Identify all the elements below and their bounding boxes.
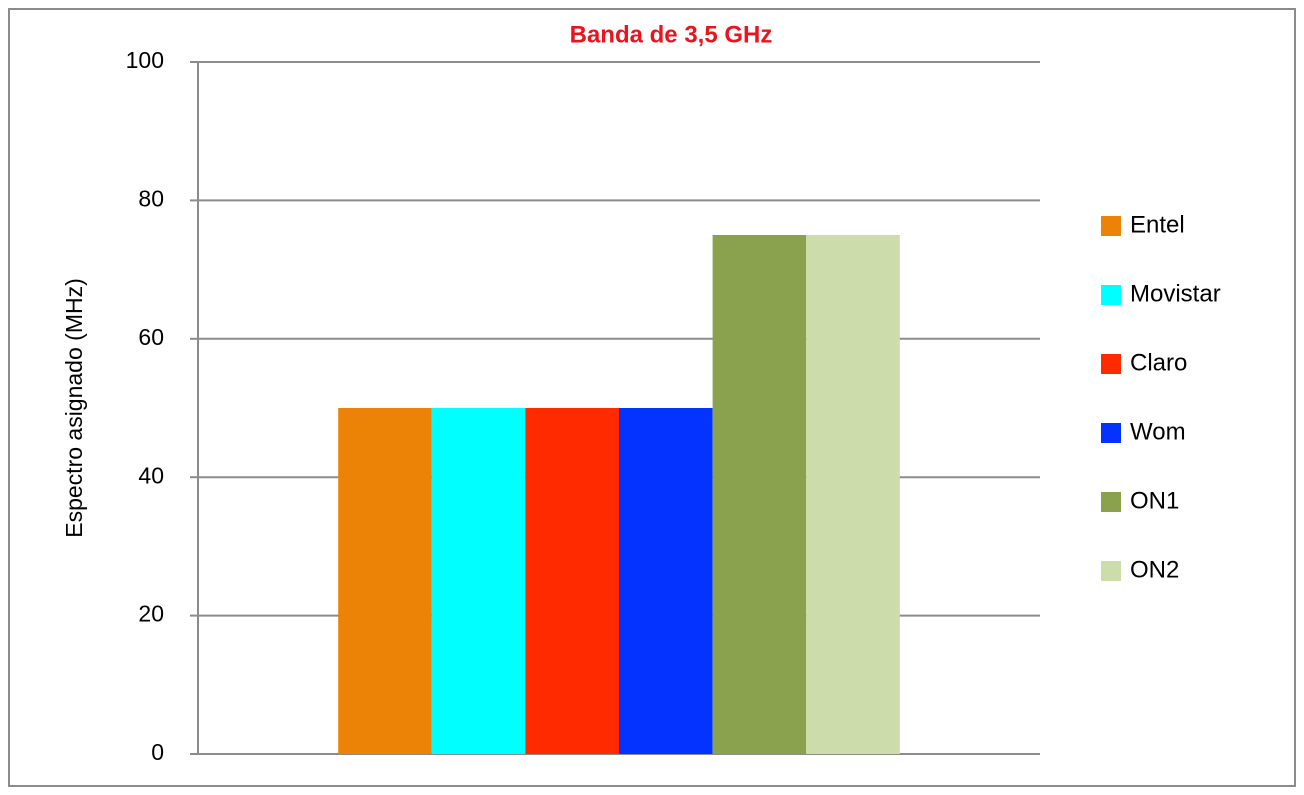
- y-tick-label: 100: [126, 47, 164, 73]
- y-tick-label: 0: [151, 739, 164, 765]
- legend-label: Wom: [1130, 418, 1186, 445]
- legend-swatch: [1101, 216, 1121, 236]
- legend-label: Entel: [1130, 211, 1185, 238]
- y-tick-label: 40: [138, 462, 164, 488]
- bar: [525, 408, 619, 754]
- bar: [712, 235, 807, 754]
- y-tick-label: 60: [138, 324, 164, 350]
- y-tick-label: 80: [138, 185, 164, 211]
- legend-label: Claro: [1130, 349, 1187, 376]
- legend-swatch: [1101, 561, 1121, 581]
- legend-label: Movistar: [1130, 280, 1221, 307]
- bar: [619, 408, 713, 754]
- legend-swatch: [1101, 354, 1121, 374]
- legend-label: ON1: [1130, 487, 1179, 514]
- bar: [806, 235, 900, 754]
- legend-swatch: [1101, 423, 1121, 443]
- y-tick-label: 20: [138, 601, 164, 627]
- chart-title: Banda de 3,5 GHz: [570, 21, 773, 48]
- legend-swatch: [1101, 492, 1121, 512]
- legend-label: ON2: [1130, 556, 1179, 583]
- bar: [338, 408, 432, 754]
- bar: [431, 408, 526, 754]
- y-axis-label: Espectro asignado (MHz): [61, 278, 87, 538]
- legend-swatch: [1101, 285, 1121, 305]
